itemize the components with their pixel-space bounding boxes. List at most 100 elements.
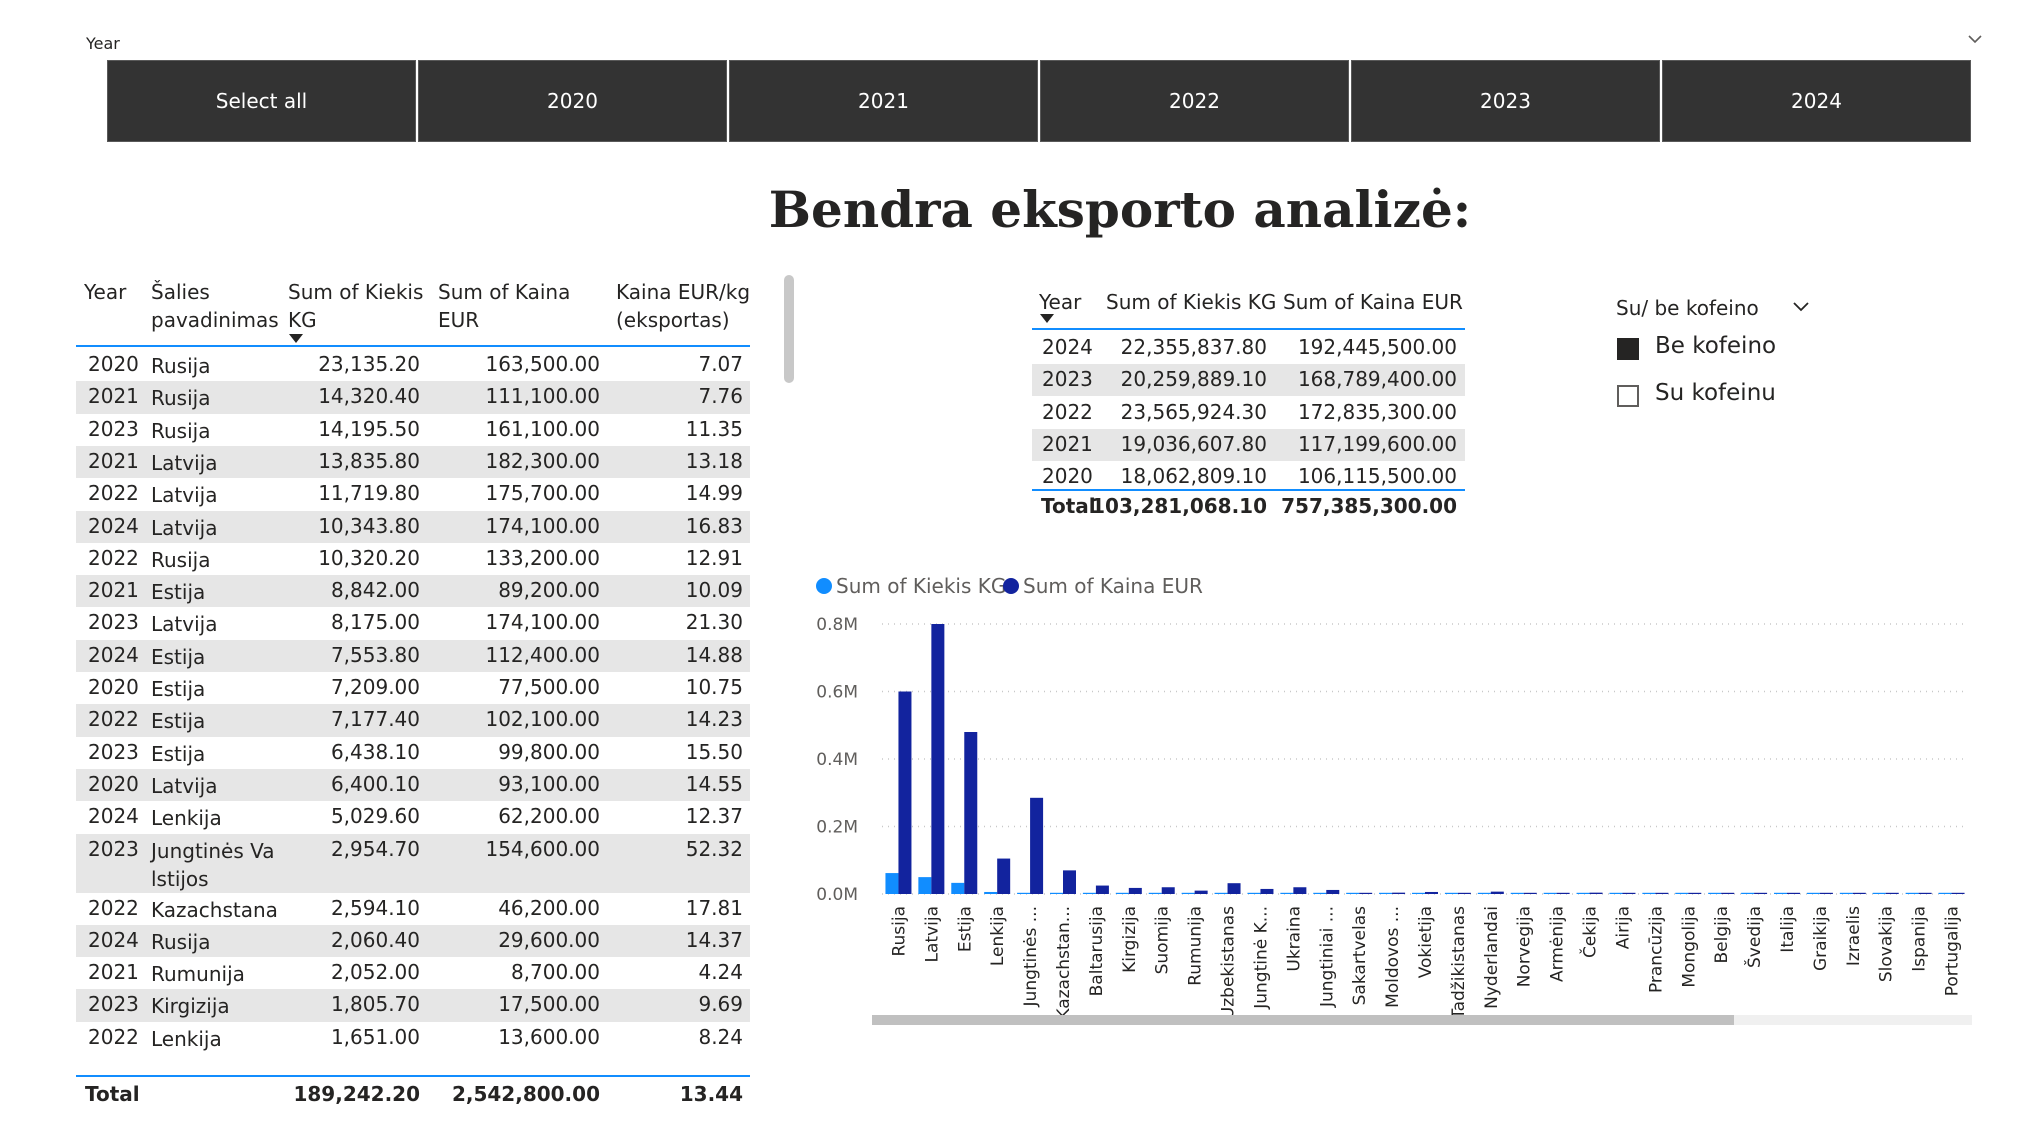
table-row[interactable] <box>76 924 750 958</box>
bar-kiekis-0[interactable] <box>885 873 899 894</box>
bar-kiekis-28[interactable] <box>1806 892 1820 894</box>
legend-marker-kiekis[interactable] <box>816 578 832 594</box>
bar-kiekis-27[interactable] <box>1774 892 1787 894</box>
bar-kiekis-6[interactable] <box>1082 892 1096 894</box>
bar-kaina-13[interactable] <box>1326 889 1340 894</box>
table-row[interactable] <box>76 639 750 672</box>
table-row[interactable] <box>76 510 750 543</box>
bar-kiekis-22[interactable] <box>1609 892 1623 894</box>
bar-kiekis-25[interactable] <box>1708 892 1722 894</box>
bar-kiekis-29[interactable] <box>1839 892 1853 894</box>
bar-kaina-17[interactable] <box>1457 892 1471 894</box>
bar-kaina-11[interactable] <box>1260 888 1274 894</box>
bar-kaina-3[interactable] <box>997 858 1011 894</box>
bar-kiekis-15[interactable] <box>1379 892 1393 894</box>
bar-kaina-32[interactable] <box>1951 892 1965 894</box>
lt-header-year[interactable]: Year <box>84 280 127 304</box>
option-su-kofeinu[interactable]: Su kofeinu <box>1655 380 1776 406</box>
bar-kiekis-26[interactable] <box>1741 892 1755 894</box>
table-row[interactable] <box>76 989 750 1022</box>
bar-kaina-6[interactable] <box>1095 885 1109 894</box>
year-option-2020[interactable]: 2020 <box>418 60 727 142</box>
bar-kiekis-17[interactable] <box>1444 892 1458 894</box>
bar-kaina-21[interactable] <box>1589 892 1603 894</box>
year-option-2024[interactable]: 2024 <box>1662 60 1971 142</box>
bar-kiekis-4[interactable] <box>1017 892 1031 894</box>
bar-kaina-10[interactable] <box>1227 883 1241 894</box>
bar-kaina-27[interactable] <box>1787 892 1800 894</box>
bar-kaina-0[interactable] <box>898 691 912 895</box>
bar-kaina-7[interactable] <box>1128 887 1142 894</box>
bar-kaina-31[interactable] <box>1918 892 1932 894</box>
bar-kiekis-32[interactable] <box>1938 892 1952 894</box>
year-option-2022[interactable]: 2022 <box>1040 60 1349 142</box>
checkbox-be-kofeino[interactable] <box>1617 338 1639 360</box>
rt-header-kiekis[interactable]: Sum of Kiekis KG <box>1106 290 1277 314</box>
year-option-select-all[interactable]: Select all <box>107 60 416 142</box>
bar-kaina-29[interactable] <box>1852 892 1866 894</box>
bar-kiekis-1[interactable] <box>918 877 932 894</box>
rt-header-kaina[interactable]: Sum of Kaina EUR <box>1283 290 1463 314</box>
lt-header-kaina-per-kg[interactable]: Kaina EUR/kg (eksportas) <box>616 280 751 332</box>
bar-kiekis-24[interactable] <box>1675 892 1689 894</box>
bar-kaina-2[interactable] <box>964 732 978 894</box>
bar-kiekis-2[interactable] <box>951 882 965 894</box>
table-row[interactable] <box>76 575 750 608</box>
bar-kaina-4[interactable] <box>1030 797 1044 894</box>
lt-header-country[interactable]: Šalies pavadinimas <box>151 280 279 332</box>
table-row[interactable] <box>1032 428 1465 461</box>
lt-header-kaina[interactable]: Sum of Kaina EUR <box>438 280 571 332</box>
bar-kiekis-13[interactable] <box>1313 892 1327 894</box>
bar-kaina-8[interactable] <box>1161 887 1175 894</box>
chart-scrollbar[interactable] <box>872 1015 1734 1025</box>
bar-kaina-12[interactable] <box>1293 887 1307 894</box>
bar-kiekis-21[interactable] <box>1576 892 1590 894</box>
option-be-kofeino[interactable]: Be kofeino <box>1655 333 1777 359</box>
bar-kiekis-9[interactable] <box>1181 892 1195 894</box>
lt-header-kiekis[interactable]: Sum of Kiekis KG <box>288 280 424 332</box>
bar-kiekis-18[interactable] <box>1477 892 1491 894</box>
bar-kaina-26[interactable] <box>1754 892 1768 894</box>
bar-kaina-1[interactable] <box>931 624 945 894</box>
bar-kaina-16[interactable] <box>1425 891 1438 894</box>
bar-kiekis-5[interactable] <box>1050 892 1063 894</box>
bar-kaina-15[interactable] <box>1392 892 1406 894</box>
year-option-2023[interactable]: 2023 <box>1351 60 1660 142</box>
table-row[interactable] <box>76 833 750 893</box>
bar-kiekis-20[interactable] <box>1543 892 1557 894</box>
bar-kaina-30[interactable] <box>1885 892 1899 894</box>
bar-kaina-14[interactable] <box>1359 892 1373 894</box>
bar-kaina-23[interactable] <box>1655 892 1669 894</box>
bar-kiekis-14[interactable] <box>1346 892 1360 894</box>
bar-kiekis-23[interactable] <box>1642 892 1656 894</box>
bar-kaina-18[interactable] <box>1490 891 1504 894</box>
table-row[interactable] <box>76 445 750 479</box>
checkbox-su-kofeinu[interactable] <box>1617 385 1639 407</box>
legend-marker-kaina[interactable] <box>1003 578 1019 594</box>
legend-label-kaina[interactable]: Sum of Kaina EUR <box>1023 574 1203 598</box>
bar-kiekis-31[interactable] <box>1905 892 1919 894</box>
bar-kiekis-10[interactable] <box>1214 892 1228 894</box>
bar-kiekis-8[interactable] <box>1148 892 1162 894</box>
table-row[interactable] <box>76 704 750 737</box>
table-row[interactable] <box>76 768 750 802</box>
bar-kiekis-19[interactable] <box>1510 892 1524 894</box>
legend-label-kiekis[interactable]: Sum of Kiekis KG <box>836 574 1006 598</box>
bar-kaina-20[interactable] <box>1556 892 1570 894</box>
bar-kaina-5[interactable] <box>1063 870 1076 894</box>
bar-kaina-24[interactable] <box>1688 892 1702 894</box>
table-row[interactable] <box>1032 364 1465 397</box>
bar-kaina-19[interactable] <box>1523 892 1537 894</box>
bar-kaina-9[interactable] <box>1194 890 1208 894</box>
chevron-down-icon[interactable] <box>1790 296 1812 318</box>
bar-kiekis-16[interactable] <box>1412 892 1425 894</box>
chevron-down-icon[interactable] <box>1964 28 1986 50</box>
bar-kiekis-7[interactable] <box>1115 892 1129 894</box>
bar-kaina-28[interactable] <box>1819 892 1833 894</box>
bar-kiekis-11[interactable] <box>1247 892 1261 894</box>
bar-kiekis-12[interactable] <box>1280 892 1294 894</box>
bar-kaina-25[interactable] <box>1721 892 1735 894</box>
rt-header-year[interactable]: Year <box>1039 290 1082 314</box>
bar-kiekis-30[interactable] <box>1872 892 1886 894</box>
table-scrollbar[interactable] <box>784 275 794 383</box>
